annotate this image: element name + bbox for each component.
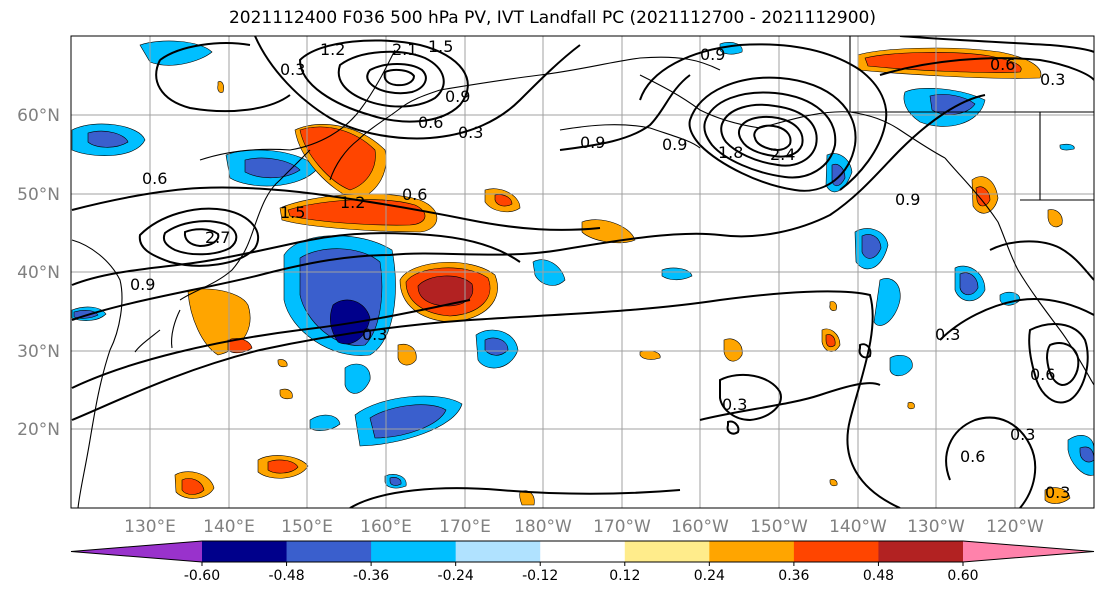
contour-label: 0.3 bbox=[722, 395, 747, 414]
contour-label: 0.6 bbox=[990, 55, 1015, 74]
contour-label: 0.3 bbox=[1010, 425, 1035, 444]
map-title: 2021112400 F036 500 hPa PV, IVT Landfall… bbox=[228, 8, 876, 28]
contour-label: 0.6 bbox=[1030, 365, 1055, 384]
contour-label: 0.9 bbox=[580, 133, 605, 152]
contour-label: 0.3 bbox=[280, 60, 305, 79]
colorbar-swatch bbox=[202, 541, 288, 562]
colorbar-swatch bbox=[793, 541, 879, 562]
ivt-contours bbox=[71, 36, 1094, 508]
colorbar-tick-label: 0.60 bbox=[947, 568, 978, 584]
contour-label: 0.3 bbox=[362, 325, 387, 344]
contour-label: 0.6 bbox=[402, 185, 427, 204]
lon-label: 120°W bbox=[986, 517, 1044, 537]
contour-label: 2.4 bbox=[770, 145, 795, 164]
colorbar-swatch bbox=[540, 541, 626, 562]
colorbar-swatch bbox=[624, 541, 710, 562]
contour-label: 1.2 bbox=[340, 193, 365, 212]
colorbar-swatch bbox=[878, 541, 964, 562]
lon-label: 170°W bbox=[593, 517, 651, 537]
lat-label: 60°N bbox=[17, 106, 60, 126]
colorbar-tick-label: -0.60 bbox=[184, 568, 220, 584]
contour-label: 2.1 bbox=[392, 40, 417, 59]
contour-label: 0.3 bbox=[458, 123, 483, 142]
colorbar-tick-label: 0.12 bbox=[609, 568, 640, 584]
contour-label: 0.9 bbox=[662, 135, 687, 154]
lon-label: 150°W bbox=[750, 517, 808, 537]
contour-label: 0.6 bbox=[142, 169, 167, 188]
contour-label: 1.8 bbox=[718, 143, 743, 162]
longitude-labels: 130°E 140°E 150°E 160°E 170°E 180°W 170°… bbox=[124, 517, 1044, 537]
colorbar-tick-label: -0.36 bbox=[353, 568, 389, 584]
colorbar-swatch bbox=[371, 541, 457, 562]
colorbar-swatch bbox=[286, 541, 372, 562]
colorbar-tick-label: 0.48 bbox=[863, 568, 894, 584]
contour-label: 0.6 bbox=[418, 113, 443, 132]
plot-frame bbox=[70, 35, 1095, 509]
contour-label: 1.2 bbox=[320, 40, 345, 59]
latitude-labels: 60°N 50°N 40°N 30°N 20°N bbox=[17, 106, 60, 440]
colorbar-tick-label: -0.48 bbox=[268, 568, 304, 584]
contour-label: 0.3 bbox=[1045, 483, 1070, 502]
colorbar-extend-high bbox=[963, 541, 1094, 562]
colorbar-tick-label: -0.24 bbox=[438, 568, 474, 584]
contour-label: 0.9 bbox=[700, 45, 725, 64]
map-plot-area: 2.1 1.5 1.2 0.9 0.6 0.3 2.4 1.8 2.7 1.5 … bbox=[71, 36, 1094, 508]
lat-label: 40°N bbox=[17, 263, 60, 283]
lon-label: 150°E bbox=[281, 517, 333, 537]
lon-label: 140°W bbox=[829, 517, 887, 537]
contour-labels: 2.1 1.5 1.2 0.9 0.6 0.3 2.4 1.8 2.7 1.5 … bbox=[130, 37, 1070, 502]
colorbar-tick-label: 0.36 bbox=[778, 568, 809, 584]
contour-label: 2.7 bbox=[205, 228, 230, 247]
shaded-anomalies bbox=[71, 40, 1094, 506]
contour-label: 0.3 bbox=[1040, 70, 1065, 89]
lat-label: 50°N bbox=[17, 185, 60, 205]
colorbar-swatch bbox=[455, 541, 541, 562]
lon-label: 130°W bbox=[907, 517, 965, 537]
lon-label: 140°E bbox=[203, 517, 255, 537]
colorbar-tick-label: -0.12 bbox=[522, 568, 558, 584]
lat-label: 20°N bbox=[17, 420, 60, 440]
contour-label: 1.5 bbox=[428, 37, 453, 56]
colorbar-swatch bbox=[709, 541, 795, 562]
contour-label: 0.3 bbox=[935, 325, 960, 344]
contour-label: 1.5 bbox=[280, 203, 305, 222]
contour-label: 0.9 bbox=[130, 275, 155, 294]
lon-label: 180°W bbox=[514, 517, 572, 537]
lon-label: 160°W bbox=[671, 517, 729, 537]
colorbar-extend-low bbox=[71, 541, 202, 562]
contour-label: 0.6 bbox=[960, 447, 985, 466]
coastlines bbox=[71, 36, 1094, 508]
colorbar: -0.60 -0.48 -0.36 -0.24 -0.12 0.12 0.24 0.36 0.4… bbox=[70, 540, 1095, 584]
lon-label: 160°E bbox=[360, 517, 412, 537]
lon-label: 130°E bbox=[124, 517, 176, 537]
contour-label: 0.9 bbox=[445, 87, 470, 106]
lon-label: 170°E bbox=[439, 517, 491, 537]
contour-label: 0.9 bbox=[895, 190, 920, 209]
colorbar-tick-label: 0.24 bbox=[694, 568, 725, 584]
lat-label: 30°N bbox=[17, 342, 60, 362]
